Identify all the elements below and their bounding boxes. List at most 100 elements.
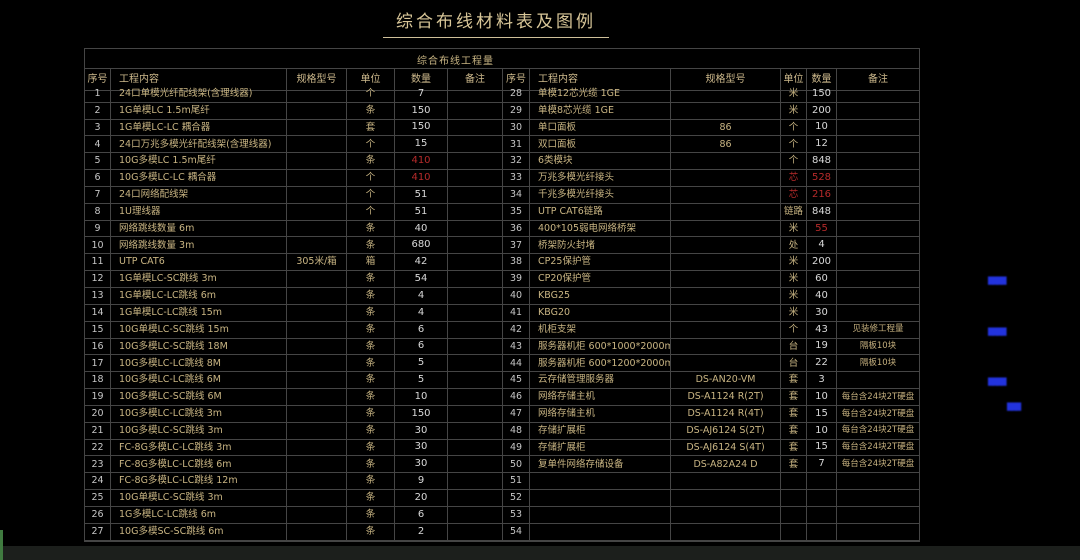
table-cell-right-50-note: 每台含24块2T硬盘 <box>837 456 919 474</box>
table-cell-right-46-unit: 套 <box>781 389 807 406</box>
table-cell-right-31-unit: 个 <box>781 136 807 154</box>
table-cell-right-42-no: 42 <box>503 321 530 339</box>
table-cell-left-19-unit: 条 <box>347 389 395 406</box>
table-cell-right-48-qty: 10 <box>807 422 837 440</box>
table-cell-right-53-no: 53 <box>503 506 530 524</box>
table-cell-left-26-no: 26 <box>85 506 111 524</box>
table-cell-left-19-spec <box>287 389 347 406</box>
table-cell-left-4-note <box>448 136 503 154</box>
table-cell-right-32-content: 6类模块 <box>530 153 671 171</box>
table-cell-left-26-spec <box>287 506 347 524</box>
table-cell-left-1-spec <box>287 85 347 103</box>
table-cell-right-28-content: 单模12芯光缆 1GE <box>530 85 671 103</box>
table-cell-right-50-qty: 7 <box>807 456 837 474</box>
column-header-left-spec: 规格型号 <box>287 69 347 91</box>
table-cell-left-18-unit: 条 <box>347 372 395 390</box>
table-cell-left-22-note <box>448 439 503 457</box>
table-cell-left-2-content: 1G单模LC 1.5m尾纤 <box>111 102 287 120</box>
table-cell-right-35-note <box>837 204 919 221</box>
table-cell-right-39-spec <box>671 271 781 288</box>
table-cell-right-42-qty: 43 <box>807 321 837 339</box>
table-cell-right-30-content: 单口面板 <box>530 119 671 137</box>
table-cell-right-39-qty: 60 <box>807 271 837 288</box>
table-cell-left-24-spec <box>287 473 347 491</box>
table-cell-left-25-spec <box>287 490 347 507</box>
table-cell-right-45-qty: 3 <box>807 372 837 390</box>
table-cell-left-9-qty: 40 <box>395 220 448 238</box>
table-cell-left-16-unit: 条 <box>347 338 395 356</box>
table-cell-right-30-spec: 86 <box>671 119 781 137</box>
table-cell-left-9-no: 9 <box>85 220 111 238</box>
table-cell-right-31-no: 31 <box>503 136 530 154</box>
column-header-right-qty: 数量 <box>807 69 837 91</box>
table-cell-left-4-no: 4 <box>85 136 111 154</box>
table-cell-right-37-qty: 4 <box>807 237 837 255</box>
table-cell-left-27-note <box>448 523 503 541</box>
table-cell-right-37-content: 桥架防火封堵 <box>530 237 671 255</box>
table-cell-right-36-unit: 米 <box>781 220 807 238</box>
table-cell-left-10-content: 网络跳线数量 3m <box>111 237 287 255</box>
table-cell-right-42-unit: 个 <box>781 321 807 339</box>
table-cell-right-51-unit <box>781 473 807 491</box>
table-cell-left-20-unit: 条 <box>347 405 395 423</box>
table-cell-left-4-content: 24口万兆多模光纤配线架(含理线器) <box>111 136 287 154</box>
table-cell-right-45-content: 云存储管理服务器 <box>530 372 671 390</box>
table-cell-left-1-no: 1 <box>85 85 111 103</box>
table-cell-right-28-no: 28 <box>503 85 530 103</box>
table-cell-left-24-unit: 条 <box>347 473 395 491</box>
table-cell-right-33-qty: 528 <box>807 170 837 187</box>
table-cell-right-53-unit <box>781 506 807 524</box>
table-cell-left-14-spec <box>287 304 347 322</box>
table-cell-right-38-qty: 200 <box>807 254 837 272</box>
table-cell-right-33-no: 33 <box>503 170 530 187</box>
table-cell-right-49-note: 每台含24块2T硬盘 <box>837 440 919 457</box>
table-cell-left-9-note <box>448 220 503 238</box>
table-cell-right-40-no: 40 <box>503 287 530 305</box>
table-cell-right-52-qty <box>807 490 837 507</box>
table-cell-right-50-content: 复单件网络存储设备 <box>530 456 671 474</box>
table-cell-left-16-no: 16 <box>85 338 111 356</box>
table-cell-left-1-note <box>448 85 503 103</box>
table-cell-right-34-no: 34 <box>503 186 530 204</box>
table-cell-right-38-unit: 米 <box>781 254 807 272</box>
table-cell-right-35-unit: 链路 <box>781 203 807 221</box>
table-cell-left-5-spec <box>287 153 347 171</box>
table-cell-left-16-spec <box>287 338 347 356</box>
table-cell-left-6-content: 10G多模LC-LC 耦合器 <box>111 170 287 187</box>
table-cell-right-41-unit: 米 <box>781 304 807 322</box>
table-cell-left-25-qty: 20 <box>395 490 448 507</box>
table-cell-right-34-note <box>837 187 919 204</box>
table-cell-right-36-note <box>837 221 919 238</box>
table-cell-right-32-qty: 848 <box>807 153 837 171</box>
table-cell-right-51-qty <box>807 473 837 491</box>
table-cell-right-54-qty <box>807 523 837 541</box>
table-cell-right-48-note: 每台含24块2T硬盘 <box>837 423 919 440</box>
table-cell-left-11-spec: 305米/箱 <box>287 254 347 272</box>
table-cell-left-25-note <box>448 490 503 507</box>
table-cell-right-38-spec <box>671 254 781 272</box>
table-cell-left-18-content: 10G多模LC-LC跳线 6M <box>111 372 287 390</box>
table-cell-left-12-content: 1G单模LC-SC跳线 3m <box>111 271 287 288</box>
table-cell-right-35-content: UTP CAT6链路 <box>530 203 671 221</box>
table-cell-right-40-qty: 40 <box>807 287 837 305</box>
column-header-left-note: 备注 <box>448 69 503 91</box>
table-cell-left-26-content: 1G多模LC-LC跳线 6m <box>111 506 287 524</box>
table-cell-left-21-note <box>448 422 503 440</box>
table-cell-left-23-content: FC-8G多模LC-LC跳线 6m <box>111 456 287 474</box>
table-cell-right-49-qty: 15 <box>807 439 837 457</box>
table-cell-right-45-spec: DS-AN20-VM <box>671 372 781 390</box>
table-cell-left-6-note <box>448 170 503 187</box>
table-cell-right-30-qty: 10 <box>807 119 837 137</box>
table-cell-right-53-spec <box>671 506 781 524</box>
table-cell-right-29-note <box>837 103 919 120</box>
table-cell-right-32-no: 32 <box>503 153 530 171</box>
table-cell-right-46-content: 网络存储主机 <box>530 389 671 406</box>
bottom-edge-bar <box>0 546 1080 560</box>
table-cell-left-22-no: 22 <box>85 439 111 457</box>
table-cell-left-26-note <box>448 506 503 524</box>
table-cell-right-37-spec <box>671 237 781 255</box>
table-cell-left-6-qty: 410 <box>395 170 448 187</box>
table-cell-left-21-spec <box>287 422 347 440</box>
page-title: 综合布线材料表及图例 <box>383 7 609 38</box>
materials-table: 综合布线工程量 序号 工程内容 规格型号 单位 数量 备注 序号 工程内容 规格型号 单位 数量 备注… <box>84 48 920 542</box>
